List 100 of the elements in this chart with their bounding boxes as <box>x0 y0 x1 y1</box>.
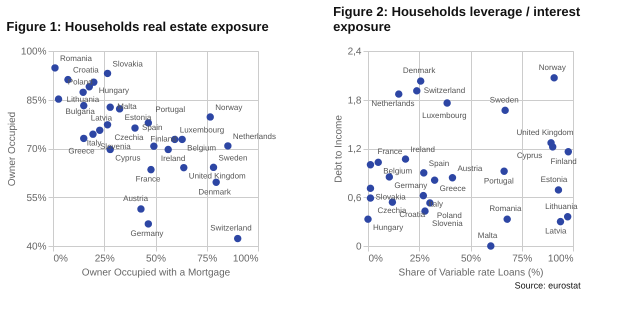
data-label: Switzerland <box>210 224 252 233</box>
point <box>395 90 402 98</box>
data-label: Austria <box>123 194 149 203</box>
data-label: Bulgaria <box>66 107 96 116</box>
data-label: Romania <box>489 204 522 214</box>
point <box>430 176 438 184</box>
point <box>503 215 511 223</box>
y-tick-label: 40% <box>26 242 47 252</box>
data-label: Slovenia <box>100 142 132 152</box>
y-axis-title: Owner Occupied <box>6 112 18 186</box>
data-label: Luxembourg <box>422 111 467 120</box>
data-label: Slovenia <box>432 219 464 228</box>
data-label: Ireland <box>410 145 435 154</box>
data-label: Poland <box>436 210 462 220</box>
x-tick-label: 100% <box>232 254 259 264</box>
point <box>131 124 139 132</box>
data-label: Austria <box>457 164 483 173</box>
y-tick-label: 70% <box>26 144 47 155</box>
data-label: Lithuania <box>66 94 100 104</box>
point <box>420 192 428 200</box>
point <box>224 142 232 150</box>
point <box>487 242 495 250</box>
point <box>364 215 372 223</box>
data-label: Norway <box>538 62 566 72</box>
data-label: Luxembourg <box>180 125 224 134</box>
data-label: Portugal <box>155 104 186 114</box>
point <box>548 143 556 151</box>
point <box>104 70 112 78</box>
point <box>234 234 242 242</box>
data-label: Finland <box>550 156 577 166</box>
point <box>416 77 424 85</box>
y-tick-label: 85% <box>26 95 47 106</box>
data-label: United Kingdom <box>188 172 246 181</box>
data-label: Romania <box>60 54 93 63</box>
point <box>80 134 88 142</box>
point <box>54 95 62 103</box>
point <box>79 88 87 96</box>
y-tick-label: 1,8 <box>348 95 362 106</box>
data-label: Estonia <box>124 112 152 122</box>
data-label: Germany <box>394 180 428 190</box>
data-label: Denmark <box>402 66 436 76</box>
x-axis-title: Owner Occupied with a Mortgage <box>82 268 231 278</box>
point <box>554 186 562 194</box>
data-label: United Kingdom <box>516 128 574 137</box>
point <box>550 74 558 82</box>
data-label: Switzerland <box>424 86 466 95</box>
data-label: Greece <box>440 184 466 194</box>
x-tick-label: 25% <box>410 254 430 264</box>
y-tick-label: 100% <box>20 46 47 58</box>
point <box>402 155 410 163</box>
data-label: Estonia <box>540 174 568 184</box>
data-label: France <box>136 174 162 184</box>
y-tick-label: 2,4 <box>348 46 362 58</box>
point <box>106 104 114 111</box>
point <box>51 64 59 72</box>
data-label: France <box>377 146 403 156</box>
data-label: Netherlands <box>371 99 414 108</box>
point <box>164 146 172 154</box>
point <box>144 220 152 228</box>
point <box>96 126 104 134</box>
point <box>180 164 188 172</box>
y-tick-label: 0,6 <box>348 192 362 204</box>
data-label: Belgium <box>383 166 412 176</box>
source-note: Source: eurostat <box>514 280 582 290</box>
point <box>443 99 451 107</box>
data-label: Germany <box>130 228 164 238</box>
point <box>413 87 420 95</box>
data-label: Denmark <box>198 187 232 196</box>
data-label: Spain <box>142 123 162 132</box>
data-label: Greece <box>68 146 96 156</box>
data-label: Cyprus <box>115 153 141 162</box>
data-label: Cyprus <box>516 150 542 160</box>
data-label: Hungary <box>373 223 404 232</box>
x-tick-label: 100% <box>548 254 574 264</box>
data-label: Slovakia <box>375 192 406 202</box>
data-label: Latvia <box>545 226 567 236</box>
data-label: Latvia <box>90 114 113 123</box>
data-label: Sweden <box>218 153 248 162</box>
data-label: Spain <box>428 158 450 168</box>
point <box>150 142 158 150</box>
data-label: Ireland <box>160 154 186 164</box>
point <box>374 158 382 166</box>
data-label: Lithuania <box>545 202 578 211</box>
x-tick-label: 0% <box>368 254 384 264</box>
point <box>137 205 145 213</box>
chart-title: Figure 2: Households leverage / interest exposure <box>333 4 581 34</box>
y-tick-label: 55% <box>26 192 47 204</box>
x-tick-label: 75% <box>512 254 532 264</box>
data-label: Hungary <box>98 86 130 96</box>
data-label: Malta <box>478 231 498 240</box>
point <box>501 106 509 114</box>
point <box>564 148 572 156</box>
data-label: Slovakia <box>112 59 144 68</box>
data-label: Sweden <box>490 95 519 104</box>
point <box>366 194 374 202</box>
y-tick-label: 0 <box>356 242 362 252</box>
x-tick-label: 0% <box>54 254 68 264</box>
point <box>420 169 428 177</box>
point <box>210 164 218 172</box>
point <box>89 130 97 138</box>
